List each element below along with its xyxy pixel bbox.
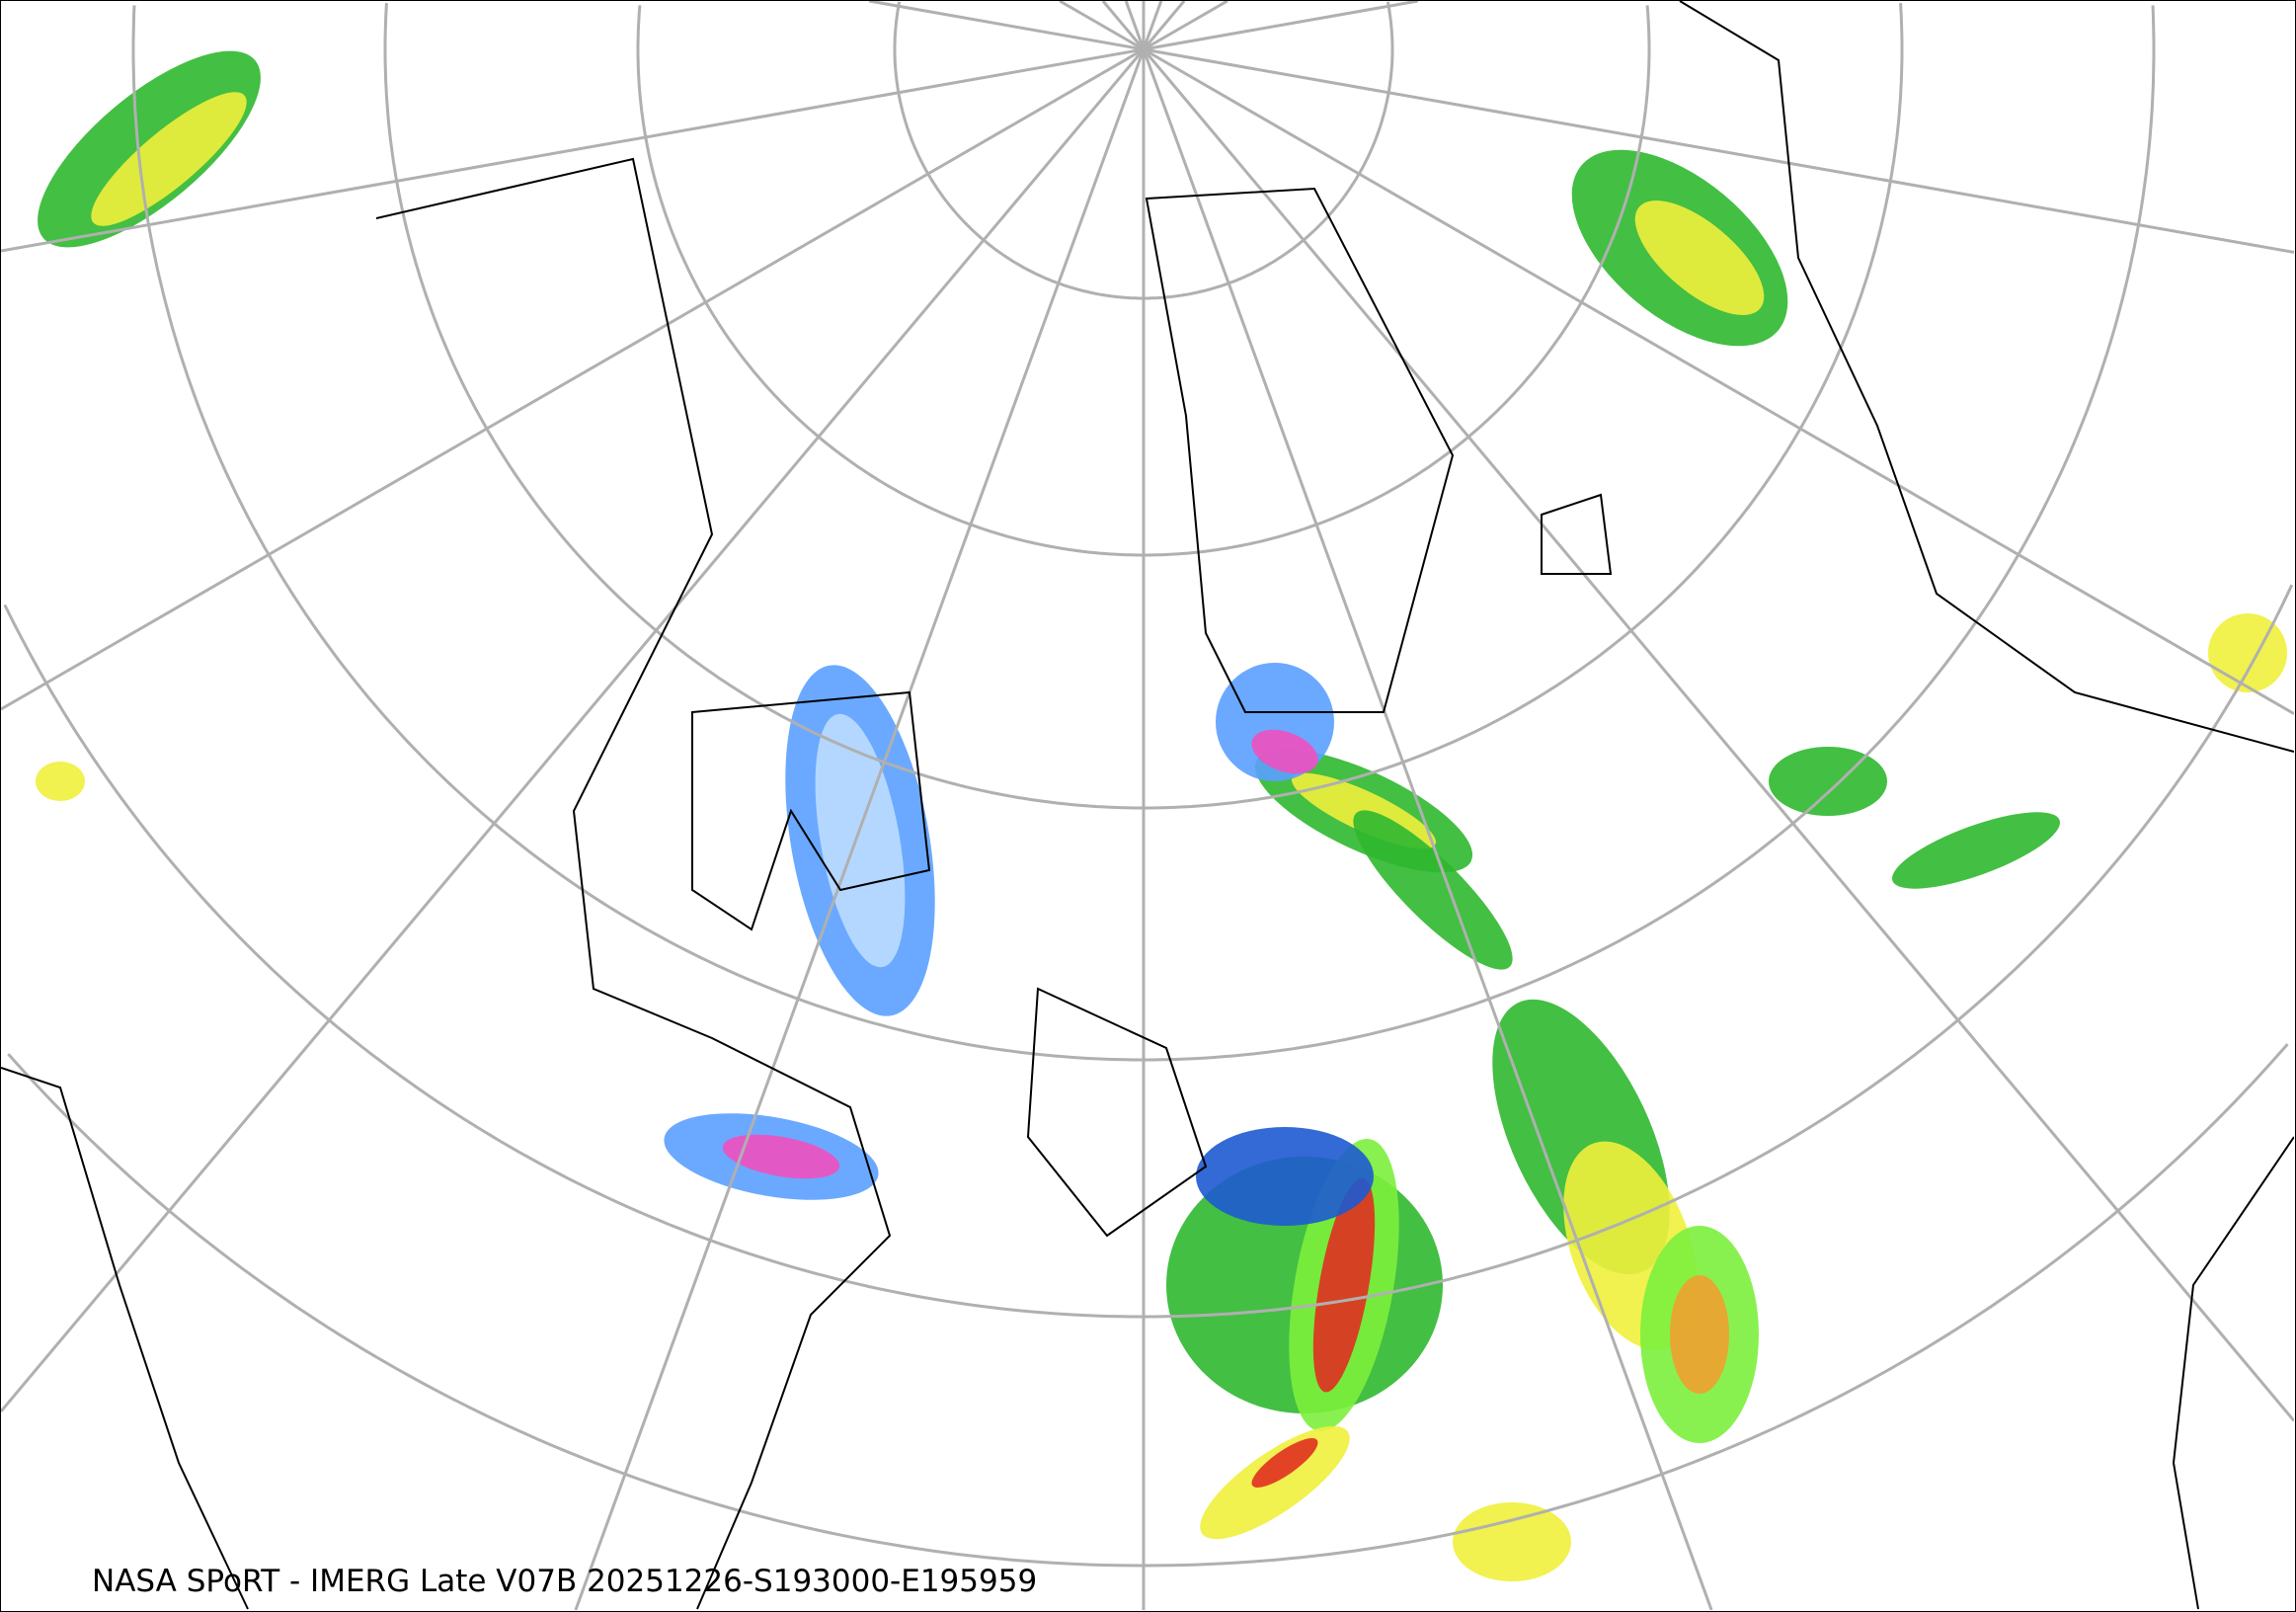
coastline: [1, 1067, 249, 1610]
coastline: [691, 690, 931, 931]
coastline: [2172, 1136, 2294, 1610]
precip-area: [91, 92, 247, 226]
precip-area: [1251, 729, 1318, 774]
precip-area: [722, 1134, 840, 1179]
precip-area: [1200, 1425, 1350, 1540]
coastline: [375, 157, 892, 1610]
latitude-circle: [893, 1, 1394, 300]
latitude-circle: [3, 584, 2294, 1319]
precip-area: [1769, 747, 1887, 816]
map-caption: NASA SPoRT - IMERG Late V07B 20251226-S1…: [92, 1564, 1038, 1599]
meridian-line: [1101, 1, 1146, 50]
meridian-line: [1143, 47, 2294, 715]
precip-area: [1353, 810, 1513, 970]
precip-area: [1634, 201, 1765, 315]
meridian-line: [1142, 48, 2294, 1422]
precipitation-layer: [36, 50, 2287, 1581]
meridian-line: [1143, 47, 2294, 254]
precip-area: [1670, 1275, 1729, 1394]
precip-area: [2208, 613, 2287, 692]
latitude-circle: [383, 3, 1904, 810]
coastline: [1026, 987, 1208, 1238]
meridian-line: [1142, 48, 1713, 1610]
coastline: [1145, 187, 1455, 713]
meridian-line: [868, 1, 1145, 51]
meridian-line: [574, 48, 1146, 1610]
precip-area: [815, 713, 906, 968]
precip-area: [1312, 1177, 1376, 1393]
meridian-line: [1143, 1, 1419, 51]
precip-area: [1891, 812, 2061, 889]
meridian-line: [1142, 1, 1186, 50]
latitude-circle: [636, 5, 1651, 557]
precip-area: [1453, 1502, 1571, 1581]
meridian-line: [1059, 1, 1145, 51]
coastline: [1541, 493, 1613, 575]
meridian-line: [1, 47, 1145, 253]
precip-area: [1196, 1127, 1374, 1226]
latitude-circle: [131, 5, 2156, 1062]
coastline: [1679, 1, 2294, 753]
meridian-line: [1142, 1, 1163, 50]
latitude-circle: [7, 1043, 2289, 1568]
meridian-line: [1124, 1, 1146, 50]
meridian-line: [1143, 1, 1228, 51]
precip-area: [36, 762, 85, 801]
meridian-line: [1, 47, 1145, 711]
meridian-line: [1, 48, 1146, 1412]
precip-area: [1251, 1438, 1318, 1488]
